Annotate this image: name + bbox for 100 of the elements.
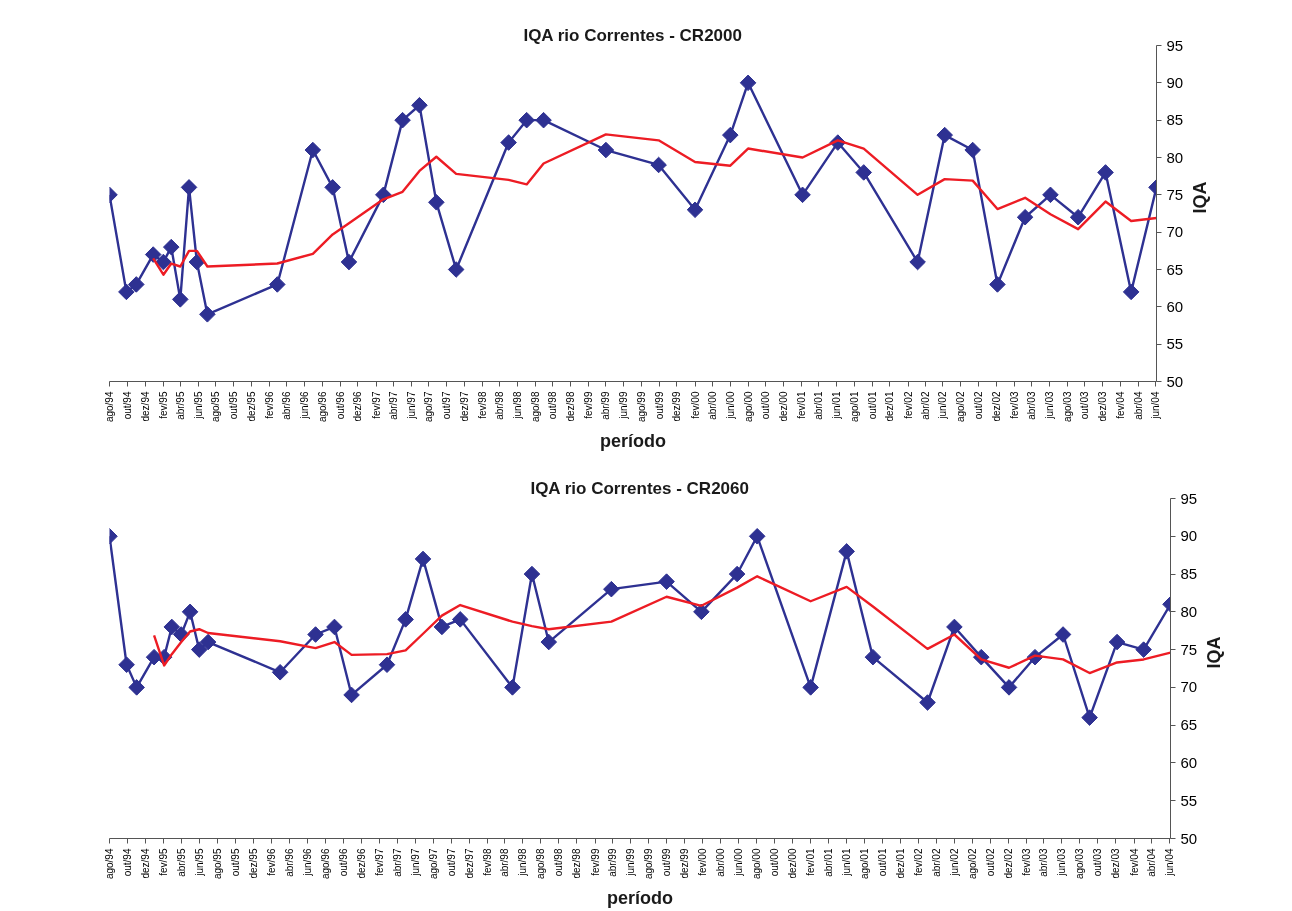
x-tick-label: abr/99 <box>600 391 612 420</box>
point <box>504 679 521 696</box>
x-tick-label: jun/95 <box>193 848 205 877</box>
x-tick-label: fev/04 <box>1115 391 1127 419</box>
x-tick-label: ago/96 <box>319 848 331 880</box>
x-tick-label: fev/97 <box>374 848 386 876</box>
y-tick-label: 95 <box>1180 489 1198 507</box>
x-tick-label: jun/03 <box>1043 391 1055 420</box>
x-tick-label: ago/98 <box>529 391 541 423</box>
point <box>909 253 926 271</box>
x-tick-label: abr/03 <box>1026 391 1038 420</box>
point <box>1000 679 1018 696</box>
x-tick-label: fev/99 <box>583 391 595 419</box>
x-tick-label: ago/02 <box>966 848 978 880</box>
y-tick-label: 50 <box>1166 372 1184 390</box>
y-tick-label: 55 <box>1166 335 1184 353</box>
point <box>428 194 445 211</box>
x-tick-label: dez/97 <box>463 848 475 879</box>
x-tick-label: dez/96 <box>352 391 364 422</box>
point <box>919 694 936 711</box>
point <box>693 603 710 621</box>
point <box>523 565 541 583</box>
y-axis-title: IQA <box>1204 636 1225 669</box>
x-tick-label: out/97 <box>441 391 453 420</box>
x-tick-label: out/00 <box>760 391 772 420</box>
x-tick-label: jun/01 <box>840 848 852 877</box>
x-tick-label: dez/99 <box>671 391 683 422</box>
point <box>658 573 675 590</box>
point <box>748 528 766 545</box>
point <box>1097 164 1114 181</box>
x-tick-label: fev/03 <box>1020 848 1032 876</box>
x-tick-label: fev/96 <box>266 848 278 876</box>
point <box>378 656 396 673</box>
x-tick-label: dez/00 <box>787 848 799 879</box>
y-tick-label: 75 <box>1166 185 1184 203</box>
y-tick-label: 70 <box>1180 678 1198 696</box>
x-tick-label: dez/98 <box>571 848 583 879</box>
x-tick-label: abr/00 <box>707 391 719 420</box>
x-tick-label: dez/95 <box>245 391 257 422</box>
x-tick-label: abr/04 <box>1146 848 1158 877</box>
point <box>1081 709 1098 726</box>
x-tick-label: abr/01 <box>822 848 834 877</box>
point <box>172 291 189 308</box>
x-tick-label: ago/95 <box>210 391 222 423</box>
point <box>722 126 739 144</box>
point <box>447 261 465 278</box>
point <box>397 611 414 628</box>
x-tick-label: abr/95 <box>174 391 186 420</box>
x-tick-label: dez/94 <box>140 848 152 879</box>
x-tick-label: abr/04 <box>1132 391 1144 420</box>
point <box>144 246 162 263</box>
point <box>343 686 360 704</box>
point <box>181 603 199 621</box>
point <box>518 111 535 129</box>
point <box>1054 626 1072 643</box>
x-tick-label: out/96 <box>337 848 349 877</box>
point <box>414 550 432 568</box>
point <box>394 111 411 129</box>
point <box>540 633 558 651</box>
y-tick-label: 95 <box>1166 36 1184 54</box>
x-tick-label: jun/00 <box>724 391 736 420</box>
x-tick-label: fev/98 <box>481 848 493 876</box>
x-tick-label: out/01 <box>866 391 878 420</box>
x-tick-label: ago/03 <box>1061 391 1073 423</box>
point <box>118 283 135 301</box>
x-tick-label: abr/98 <box>499 848 511 877</box>
x-tick-label: out/02 <box>973 391 984 420</box>
x-tick-label: fev/02 <box>902 391 914 419</box>
point <box>686 201 704 219</box>
x-tick-label: fev/95 <box>157 391 169 419</box>
x-tick-label: dez/95 <box>247 848 259 879</box>
x-tick-label: ago/01 <box>848 391 860 423</box>
x-tick-label: ago/94 <box>104 848 115 880</box>
x-tick-label: abr/00 <box>715 848 727 877</box>
x-tick-label: out/95 <box>228 391 240 420</box>
point <box>307 626 324 643</box>
point <box>1122 283 1140 301</box>
x-tick-label: ago/95 <box>211 848 223 880</box>
x-tick-label: out/99 <box>653 391 665 420</box>
x-tick-label: fev/01 <box>805 848 817 876</box>
x-tick-label: jun/95 <box>192 391 204 420</box>
point <box>190 641 208 658</box>
x-tick-label: abr/96 <box>281 391 293 420</box>
point <box>802 679 819 696</box>
x-tick-label: dez/03 <box>1110 848 1122 879</box>
y-tick-label: 80 <box>1166 148 1184 166</box>
y-tick-label: 85 <box>1180 565 1198 583</box>
x-tick-label: ago/99 <box>635 391 647 423</box>
point <box>650 156 667 174</box>
point <box>128 679 145 696</box>
x-tick-label: jun/01 <box>831 391 843 420</box>
x-tick-label: jun/97 <box>409 848 421 877</box>
y-tick-label: 60 <box>1180 753 1198 771</box>
x-axis-title: período <box>607 888 673 909</box>
y-tick-label: 70 <box>1166 223 1184 241</box>
x-tick-label: fev/04 <box>1128 848 1140 876</box>
x-tick-label: dez/99 <box>679 848 691 879</box>
x-tick-label: ago/03 <box>1074 848 1086 880</box>
point <box>728 565 746 583</box>
x-tick-label: dez/97 <box>458 391 470 422</box>
